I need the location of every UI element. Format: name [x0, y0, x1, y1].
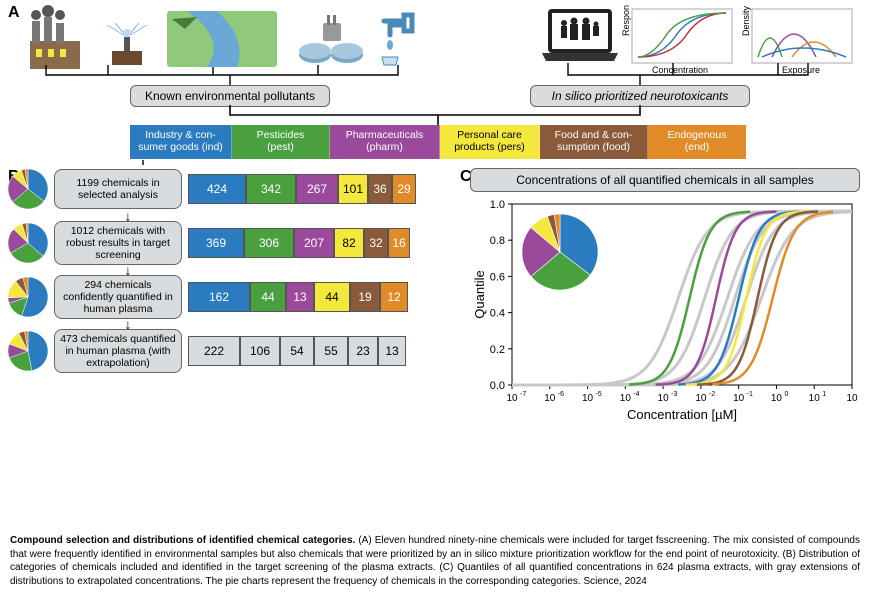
quantile-chart: 0.00.20.40.60.81.010-710-610-510-410-310…: [470, 198, 860, 423]
stage-pie-3: [8, 331, 48, 371]
count-food: 19: [350, 282, 380, 312]
svg-text:Quantile: Quantile: [472, 270, 487, 318]
svg-text:10: 10: [733, 393, 745, 404]
count-end: 29: [392, 174, 416, 204]
panel-a-icons: Response Concentration Density Exposure: [22, 5, 870, 80]
svg-text:Concentration: Concentration: [652, 65, 708, 75]
svg-text:10: 10: [658, 393, 670, 404]
category-pest: Pesticides(pest): [232, 125, 330, 159]
count-pharm: 54: [280, 336, 314, 366]
count-pers: 82: [334, 228, 364, 258]
count-pers: 55: [314, 336, 348, 366]
svg-text:10: 10: [544, 393, 556, 404]
stage-numbers-2: 1624413441912: [188, 282, 453, 312]
stage-row-2: 294 chemicals confidently quantified in …: [8, 276, 453, 318]
svg-text:10: 10: [846, 393, 858, 404]
stage-row-1: 1012 chemicals with robust results in ta…: [8, 222, 453, 264]
stage-pie-1: [8, 223, 48, 263]
svg-text:10: 10: [582, 393, 594, 404]
count-pers: 101: [338, 174, 368, 204]
panel-b: 1199 chemicals in selected analysis42434…: [8, 168, 453, 378]
svg-text:-5: -5: [596, 391, 602, 398]
stage-row-0: 1199 chemicals in selected analysis42434…: [8, 168, 453, 210]
count-pharm: 207: [294, 228, 334, 258]
svg-text:10: 10: [809, 393, 821, 404]
svg-text:-4: -4: [633, 391, 639, 398]
category-pharm: Pharmaceuticals(pharm): [330, 125, 440, 159]
count-ind: 369: [188, 228, 244, 258]
svg-text:0.2: 0.2: [490, 344, 505, 356]
svg-text:Response: Response: [621, 5, 631, 36]
stage-text-0: 1199 chemicals in selected analysis: [54, 169, 182, 209]
stage-text-1: 1012 chemicals with robust results in ta…: [54, 221, 182, 265]
svg-text:10: 10: [506, 393, 518, 404]
svg-text:10: 10: [695, 393, 707, 404]
panel-c-title: Concentrations of all quantified chemica…: [470, 168, 860, 192]
svg-text:10: 10: [771, 393, 783, 404]
stage-numbers-1: 369306207823216: [188, 228, 453, 258]
count-pest: 44: [250, 282, 286, 312]
stage-pie-2: [8, 277, 48, 317]
svg-text:1: 1: [822, 391, 826, 398]
svg-text:-3: -3: [671, 391, 677, 398]
svg-text:0: 0: [784, 391, 788, 398]
count-pharm: 267: [296, 174, 338, 204]
panel-c: Concentrations of all quantified chemica…: [460, 168, 860, 423]
stage-text-2: 294 chemicals confidently quantified in …: [54, 275, 182, 319]
svg-text:Concentration [µM]: Concentration [µM]: [627, 407, 737, 422]
stage-text-3: 473 chemicals quantified in human plasma…: [54, 329, 182, 373]
svg-text:0.6: 0.6: [490, 271, 505, 283]
stage-row-3: 473 chemicals quantified in human plasma…: [8, 330, 453, 372]
arrow-down-icon: ↓: [118, 212, 138, 220]
svg-text:1.0: 1.0: [490, 199, 505, 211]
arrow-down-icon: ↓: [118, 266, 138, 274]
count-ind: 222: [188, 336, 240, 366]
category-end: Endogenous(end): [648, 125, 746, 159]
count-ind: 424: [188, 174, 246, 204]
count-ind: 162: [188, 282, 250, 312]
svg-text:Density: Density: [741, 5, 751, 36]
count-food: 23: [348, 336, 378, 366]
stage-numbers-0: 4243422671013629: [188, 174, 453, 204]
figure-caption: Compound selection and distributions of …: [10, 534, 860, 588]
category-ind: Industry & con-sumer goods (ind): [130, 125, 232, 159]
svg-text:0.8: 0.8: [490, 235, 505, 247]
count-food: 32: [364, 228, 388, 258]
svg-text:10: 10: [620, 393, 632, 404]
svg-text:-7: -7: [520, 391, 526, 398]
count-end: 12: [380, 282, 408, 312]
category-food: Food and & con-sumption (food): [540, 125, 648, 159]
count-pest: 106: [240, 336, 280, 366]
panel-a: Response Concentration Density Exposure …: [8, 5, 862, 160]
count-end: 13: [378, 336, 406, 366]
category-bar: Industry & con-sumer goods (ind)Pesticid…: [130, 125, 746, 159]
svg-text:Exposure: Exposure: [782, 65, 820, 75]
count-pharm: 13: [286, 282, 314, 312]
count-end: 16: [388, 228, 410, 258]
count-pers: 44: [314, 282, 350, 312]
svg-text:-6: -6: [558, 391, 564, 398]
count-pest: 306: [244, 228, 294, 258]
stage-pie-0: [8, 169, 48, 209]
category-pers: Personal careproducts (pers): [440, 125, 540, 159]
count-food: 36: [368, 174, 392, 204]
known-pollutants-box: Known environmental pollutants: [130, 85, 330, 107]
svg-text:-1: -1: [747, 391, 753, 398]
insilico-box: In silico prioritized neurotoxicants: [530, 85, 750, 107]
svg-text:0.4: 0.4: [490, 308, 505, 320]
stage-numbers-3: 22210654552313: [188, 336, 453, 366]
svg-text:-2: -2: [709, 391, 715, 398]
svg-text:0.0: 0.0: [490, 380, 505, 392]
count-pest: 342: [246, 174, 296, 204]
arrow-down-icon: ↓: [118, 320, 138, 328]
